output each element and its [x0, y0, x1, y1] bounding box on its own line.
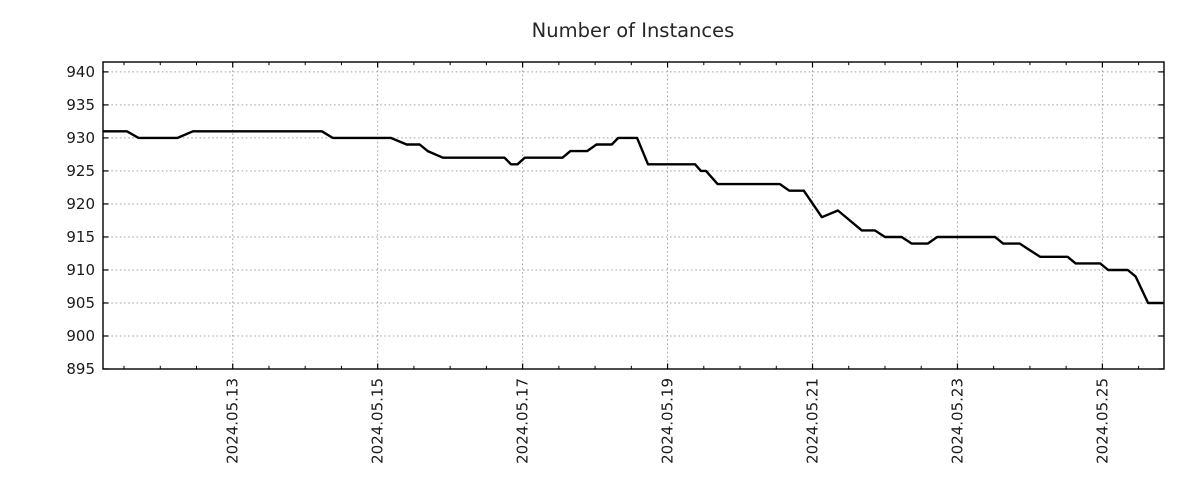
- y-tick-label: 905: [66, 294, 95, 312]
- y-tick-labels: 895 900 905 910 915 920 925 930 935 940: [66, 63, 95, 378]
- x-tick-label: 2024.05.13: [224, 378, 242, 464]
- axis-ticks: [103, 62, 1164, 370]
- x-tick-label: 2024.05.17: [514, 378, 532, 464]
- instances-series-line: [103, 130, 1164, 305]
- x-tick-label: 2024.05.19: [659, 378, 677, 464]
- y-tick-label: 935: [66, 96, 95, 114]
- y-tick-label: 925: [66, 162, 95, 180]
- y-tick-label: 930: [66, 129, 95, 147]
- y-tick-label: 895: [66, 360, 95, 378]
- plot-frame: [102, 61, 1165, 370]
- data-series: [103, 130, 1164, 305]
- x-tick-labels: 2024.05.13 2024.05.15 2024.05.17 2024.05.19…: [224, 378, 1112, 464]
- y-tick-label: 900: [66, 327, 95, 345]
- x-tick-label: 2024.05.25: [1093, 378, 1111, 464]
- gridlines: [103, 62, 1164, 369]
- y-tick-label: 940: [66, 63, 95, 81]
- y-tick-label: 920: [66, 195, 95, 213]
- x-tick-label: 2024.05.21: [804, 378, 822, 464]
- chart-title: Number of Instances: [532, 19, 735, 42]
- x-tick-label: 2024.05.15: [369, 378, 387, 464]
- y-tick-label: 915: [66, 228, 95, 246]
- x-tick-label: 2024.05.23: [948, 378, 966, 464]
- y-tick-label: 910: [66, 261, 95, 279]
